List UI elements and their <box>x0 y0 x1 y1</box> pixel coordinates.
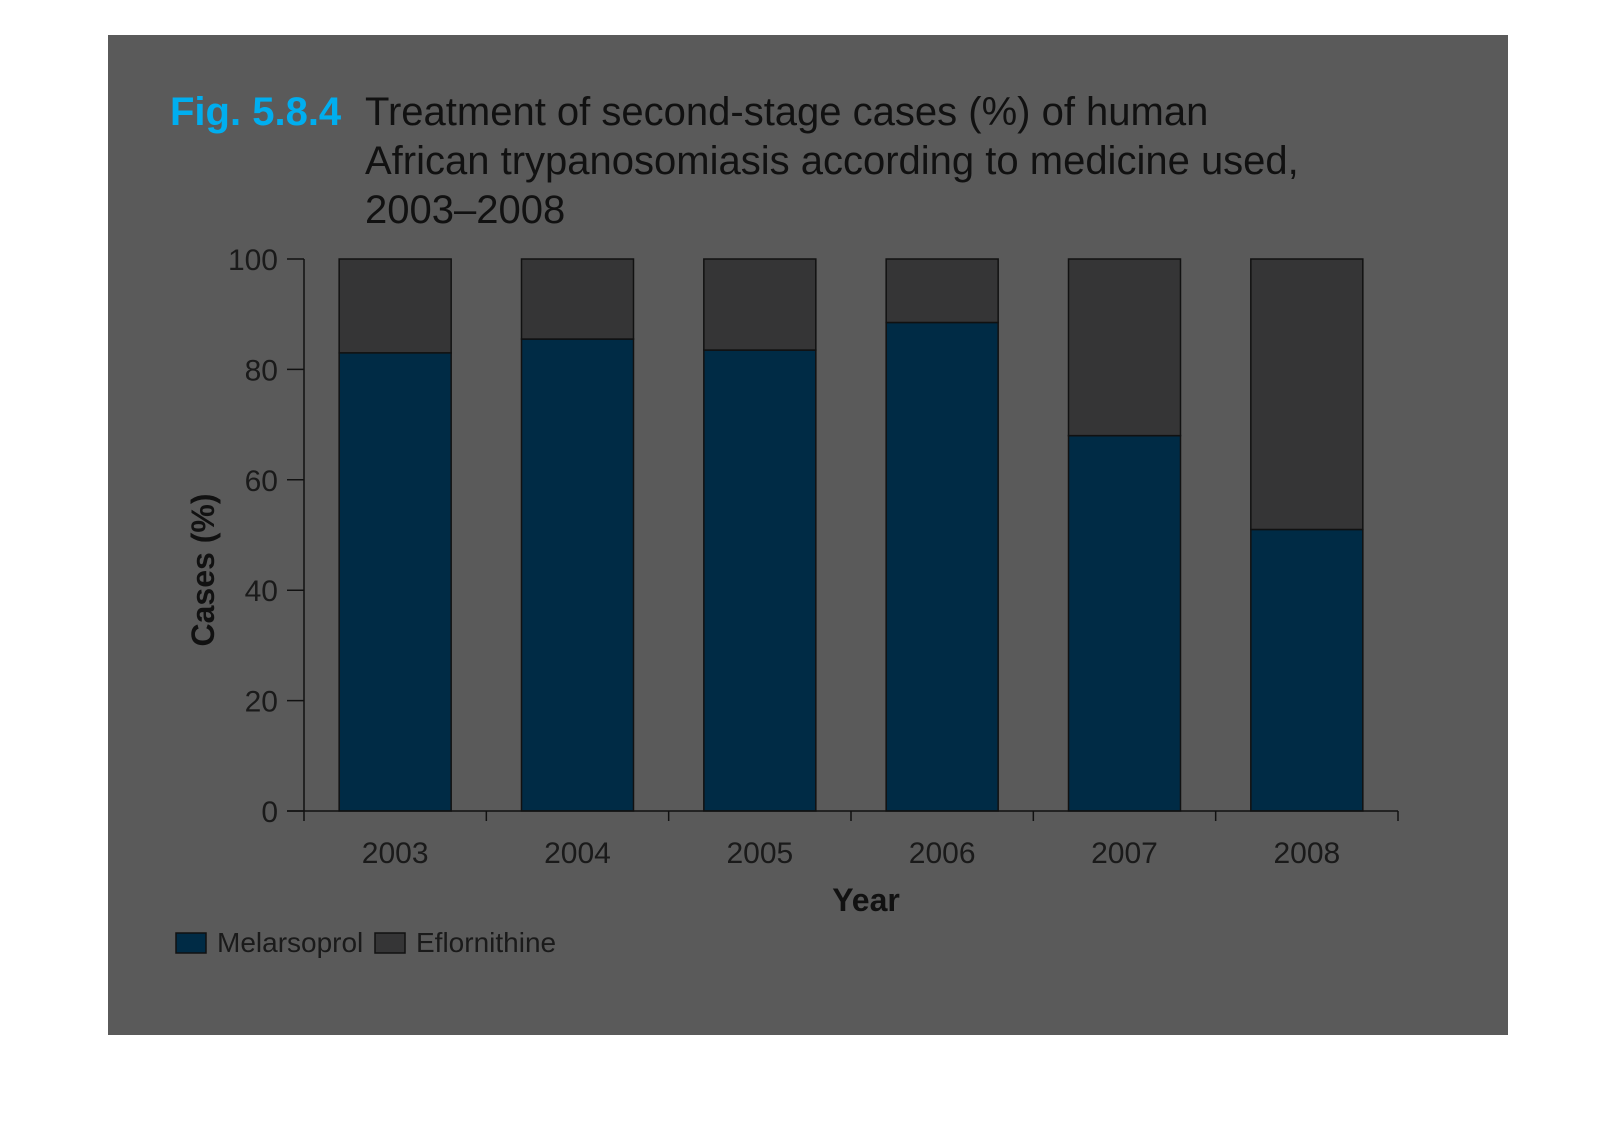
bar-eflornithine-2005 <box>703 258 817 351</box>
legend-label-melarsoprol: Melarsoprol <box>217 927 363 958</box>
x-tick-label-2003: 2003 <box>362 837 429 870</box>
legend-swatch-eflornithine <box>374 932 406 954</box>
legend-swatch-melarsoprol <box>175 932 207 954</box>
legend: Melarsoprol Eflornithine <box>175 927 556 958</box>
bar-eflornithine-2006 <box>885 258 999 324</box>
bar-melarsoprol-2006 <box>885 321 999 812</box>
stacked-bar-chart: Fig. 5.8.4 Treatment of second-stage cas… <box>170 90 1399 958</box>
bar-eflornithine-2007 <box>1067 258 1182 437</box>
bar-eflornithine-2004 <box>520 258 635 340</box>
x-tick-label-2008: 2008 <box>1273 837 1340 870</box>
y-axis-title: Cases (%) <box>185 494 221 647</box>
y-tick-label-100: 100 <box>228 244 278 277</box>
y-tick-label-60: 60 <box>245 465 278 498</box>
x-tick-label-2005: 2005 <box>726 837 793 870</box>
bar-melarsoprol-2003 <box>338 352 452 812</box>
figure-title-line-3: 2003–2008 <box>365 188 565 232</box>
bar-eflornithine-2008 <box>1250 258 1364 531</box>
plot-area: 2003 2004 2005 2006 2007 2008 0 20 40 60 80 100 <box>228 244 1399 870</box>
figure-title-line-2: African trypanosomiasis according to med… <box>365 139 1299 183</box>
y-tick-label-0: 0 <box>261 796 278 829</box>
legend-label-eflornithine: Eflornithine <box>416 927 556 958</box>
bar-melarsoprol-2007 <box>1067 434 1182 812</box>
bar-melarsoprol-2005 <box>703 349 817 812</box>
y-tick-label-40: 40 <box>245 575 278 608</box>
y-tick-label-80: 80 <box>245 354 278 387</box>
x-tick-label-2004: 2004 <box>544 837 611 870</box>
x-axis-title: Year <box>832 882 900 918</box>
bar-eflornithine-2003 <box>338 258 452 354</box>
bar-melarsoprol-2004 <box>520 338 635 812</box>
x-tick-label-2006: 2006 <box>909 837 976 870</box>
x-tick-label-2007: 2007 <box>1091 837 1158 870</box>
figure-label: Fig. 5.8.4 <box>170 90 342 134</box>
bar-melarsoprol-2008 <box>1250 528 1364 812</box>
figure-panel: Fig. 5.8.4 Treatment of second-stage cas… <box>108 35 1508 1035</box>
figure-title-line-1: Treatment of second-stage cases (%) of h… <box>365 90 1208 134</box>
y-tick-label-20: 20 <box>245 686 278 719</box>
